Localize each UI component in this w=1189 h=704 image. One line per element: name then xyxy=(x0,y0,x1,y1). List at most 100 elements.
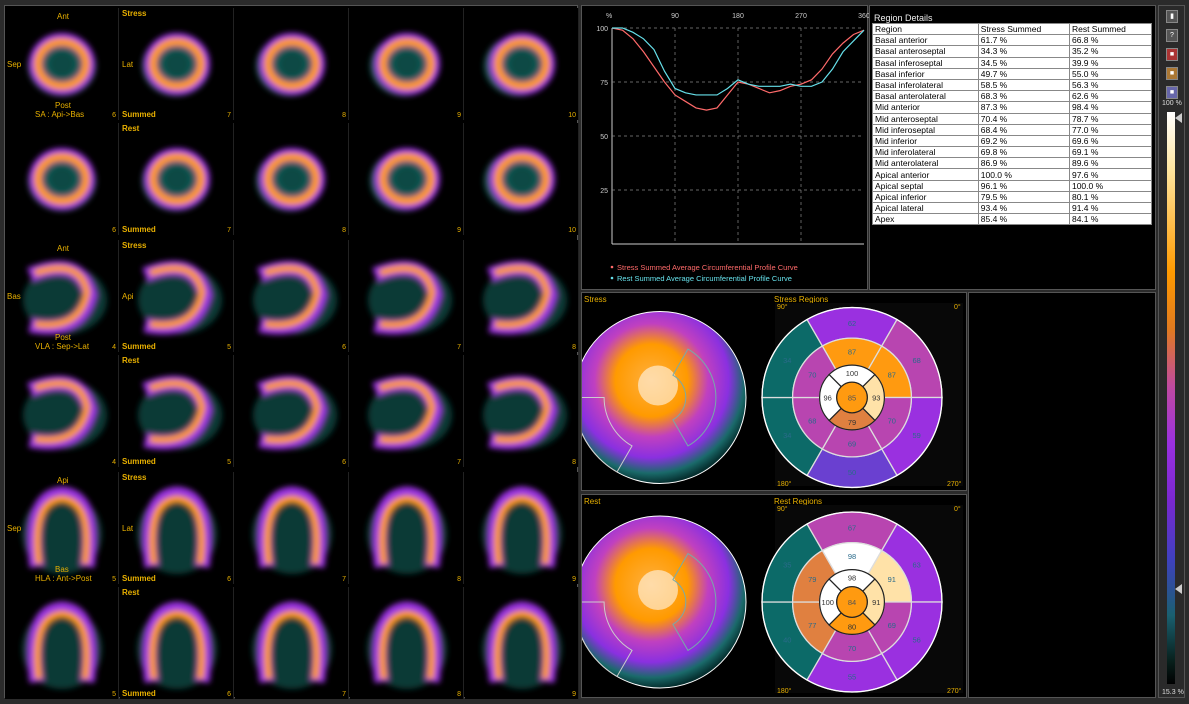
slice-number: 6 xyxy=(112,112,116,119)
slice-image-sa-stress[interactable]: 6 Ant Sep Post SA : Api->Bas xyxy=(5,8,119,120)
slice-image-hla-rest[interactable]: 7 xyxy=(235,587,349,699)
top-orient-label: Ant xyxy=(57,12,70,21)
slice-image-sa-rest[interactable]: 10 xyxy=(465,123,579,235)
slice-image-hla-rest[interactable]: 8 xyxy=(350,587,464,699)
table-cell: Apical lateral xyxy=(872,201,979,215)
slice-image-vla-stress[interactable]: 5 Stress Summed Api xyxy=(120,240,234,352)
table-cell: 100.0 % xyxy=(1068,179,1153,192)
slice-image-vla-rest[interactable]: 5 Rest Summed xyxy=(120,355,234,467)
table-cell: 80.1 % xyxy=(1068,190,1153,204)
slice-image-hla-rest[interactable]: 9 xyxy=(465,587,579,699)
segment-value: 34 xyxy=(783,356,791,365)
table-cell: 34.5 % xyxy=(977,56,1070,69)
table-cell: Apex xyxy=(872,213,979,226)
colorbar-top-handle[interactable] xyxy=(1175,113,1182,123)
segment-value: 98 xyxy=(848,574,856,583)
colorbar-bottom-handle[interactable] xyxy=(1175,584,1182,594)
table-cell: 77.0 % xyxy=(1068,123,1153,136)
slice-image-vla-rest[interactable]: 6 xyxy=(235,355,349,467)
table-row[interactable]: Apical septal 96.1 % 100.0 % xyxy=(872,179,1153,192)
table-cell: 87.3 % xyxy=(977,101,1070,114)
slice-image-sa-stress[interactable]: 9 xyxy=(350,8,464,120)
slice-image-vla-stress[interactable]: 8 xyxy=(465,240,579,352)
table-row[interactable]: Apical lateral 93.4 % 91.4 % xyxy=(872,201,1153,215)
slice-image-vla-stress[interactable]: 6 xyxy=(235,240,349,352)
tool-5-button[interactable]: ■ xyxy=(1166,86,1178,99)
segment-outline xyxy=(672,552,717,652)
slice-image-hla-stress[interactable]: 6 Stress Summed Lat xyxy=(120,472,234,584)
slice-image-sa-rest[interactable]: 6 xyxy=(5,123,119,235)
slice-image-sa-stress[interactable]: 10 xyxy=(465,8,579,120)
table-cell: 85.4 % xyxy=(977,213,1070,226)
slice-image-vla-rest[interactable]: 8 xyxy=(465,355,579,467)
table-row[interactable]: Mid anterior 87.3 % 98.4 % xyxy=(872,101,1153,114)
segment-value: 68 xyxy=(808,416,816,425)
segment-value: 100 xyxy=(821,598,834,607)
summed-label: Summed xyxy=(122,574,156,583)
degree-label: 0° xyxy=(954,303,961,311)
slice-number: 6 xyxy=(112,227,116,234)
table-row[interactable]: Basal anteroseptal 34.3 % 35.2 % xyxy=(872,45,1153,58)
slice-number: 10 xyxy=(568,227,576,234)
table-row[interactable]: Apex 85.4 % 84.1 % xyxy=(872,213,1153,226)
tool-4-button[interactable]: ■ xyxy=(1166,67,1178,80)
slice-number: 7 xyxy=(227,112,231,119)
apex-value: 84 xyxy=(848,598,856,607)
slice-number: 8 xyxy=(457,691,461,698)
slice-number: 5 xyxy=(112,576,116,583)
row-title-rest: Rest xyxy=(122,356,140,365)
slice-image-vla-rest[interactable]: 7 xyxy=(350,355,464,467)
table-row[interactable]: Apical inferior 79.5 % 80.1 % xyxy=(872,190,1153,204)
slice-image-vla-stress[interactable]: 7 xyxy=(350,240,464,352)
table-row[interactable]: Mid inferior 69.2 % 69.6 % xyxy=(872,134,1153,148)
table-cell: Apical inferior xyxy=(872,190,979,204)
table-row[interactable]: Basal inferolateral 58.5 % 56.3 % xyxy=(872,78,1153,92)
slice-image-hla-stress[interactable]: 7 xyxy=(235,472,349,584)
stress-polar-panel: Stress Stress Regions 62 68 59 50 34 34 87 87 70… xyxy=(581,292,967,491)
slice-image-hla-stress[interactable]: 9 xyxy=(465,472,579,584)
table-row[interactable]: Basal anterolateral 68.3 % 62.6 % xyxy=(872,90,1153,103)
slice-image-sa-rest[interactable]: 7 Rest Summed xyxy=(120,123,234,235)
table-row[interactable]: Mid inferoseptal 68.4 % 77.0 % xyxy=(872,123,1153,136)
tool-3-button[interactable]: ■ xyxy=(1166,48,1178,61)
table-row[interactable]: Basal inferoseptal 34.5 % 39.9 % xyxy=(872,56,1153,69)
tool-1-button[interactable]: ▮ xyxy=(1166,10,1178,23)
table-row[interactable]: Basal inferior 49.7 % 55.0 % xyxy=(872,67,1153,80)
table-row[interactable]: Mid inferolateral 69.8 % 69.1 % xyxy=(872,146,1153,159)
slice-image-hla-stress[interactable]: 5 Api Sep Bas HLA : Ant->Post xyxy=(5,472,119,584)
slice-image-hla-rest[interactable]: 5 xyxy=(5,587,119,699)
slice-image-hla-stress[interactable]: 8 xyxy=(350,472,464,584)
table-cell: 39.9 % xyxy=(1068,56,1153,69)
slice-image-sa-rest[interactable]: 9 xyxy=(350,123,464,235)
slice-image-sa-rest[interactable]: 8 xyxy=(235,123,349,235)
legend-marker xyxy=(610,276,614,280)
segment-value: 69 xyxy=(848,439,856,448)
degree-label: 270° xyxy=(947,687,962,695)
region-details-table: Region Stress Summed Rest Summed Basal ant… xyxy=(872,22,1153,226)
segment-value: 62 xyxy=(848,319,856,328)
top-orient-label: Ant xyxy=(57,244,70,253)
table-cell: 79.5 % xyxy=(977,190,1070,204)
slice-image-vla-rest[interactable]: 4 xyxy=(5,355,119,467)
table-row[interactable]: Basal anterior 61.7 % 66.8 % xyxy=(872,34,1153,47)
apex-segment[interactable] xyxy=(836,381,868,414)
table-row[interactable]: Mid anterolateral 86.9 % 89.6 % xyxy=(872,157,1153,170)
segment-value: 79 xyxy=(808,575,816,584)
table-row[interactable]: Apical anterior 100.0 % 97.6 % xyxy=(872,168,1153,181)
table-cell: Basal inferoseptal xyxy=(872,56,979,69)
slice-number: 8 xyxy=(572,459,576,466)
table-row[interactable]: Mid anteroseptal 70.4 % 78.7 % xyxy=(872,112,1153,125)
slice-image-hla-rest[interactable]: 6 Rest Summed xyxy=(120,587,234,699)
segment-value: 63 xyxy=(913,561,921,570)
segment-value: 70 xyxy=(888,416,896,425)
slice-image-sa-stress[interactable]: 7 Stress Summed Lat xyxy=(120,8,234,120)
legend-entry: Stress Summed Average Circumferential Pr… xyxy=(617,263,798,272)
row-title-rest: Rest xyxy=(122,124,140,133)
slice-image-sa-stress[interactable]: 8 xyxy=(235,8,349,120)
apex-segment[interactable] xyxy=(836,586,868,618)
slice-image-vla-stress[interactable]: 4 Ant Bas Post VLA : Sep->Lat xyxy=(5,240,119,352)
tool-2-button[interactable]: ? xyxy=(1166,29,1178,42)
slice-number: 9 xyxy=(457,227,461,234)
slice-number: 8 xyxy=(457,576,461,583)
